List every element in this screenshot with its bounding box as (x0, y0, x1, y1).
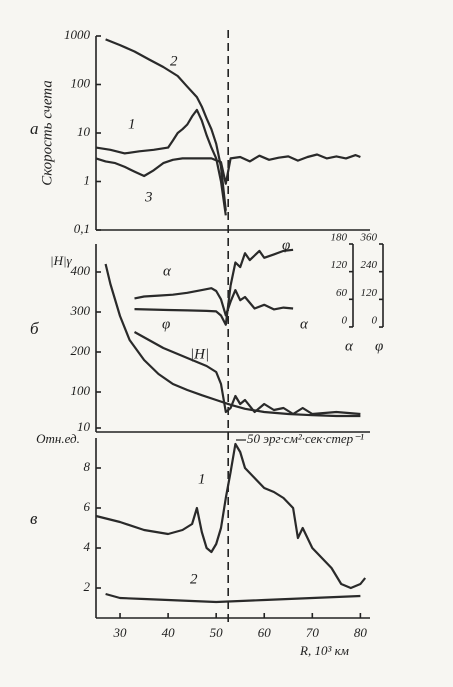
y-tick-label: 400 (71, 263, 91, 278)
curve (95, 442, 367, 590)
curve-label: 1 (128, 116, 136, 132)
y-tick-label: 2 (84, 579, 91, 594)
curve-label: φ (282, 237, 290, 253)
y2-axis-label: α (345, 338, 354, 354)
y-tick-label: 10 (77, 419, 91, 434)
curve-label: φ (162, 316, 170, 332)
curve (134, 287, 294, 317)
x-tick-label: 80 (354, 625, 368, 640)
y3-tick-label: 360 (360, 232, 378, 244)
y-tick-label: 1 (84, 172, 91, 187)
y-tick-label: 4 (84, 539, 91, 554)
y-tick-label: 100 (71, 383, 91, 398)
y-axis-label: Скорость счета (39, 80, 55, 186)
x-tick-label: 70 (306, 625, 320, 640)
curve (134, 248, 294, 326)
y-tick-label: 0,1 (74, 221, 90, 236)
panel-label: б (30, 319, 39, 338)
x-tick-label: 30 (113, 625, 128, 640)
curve (105, 38, 227, 211)
panel-label: в (30, 509, 38, 528)
y2-tick-label: 120 (331, 259, 348, 271)
curve-label: 2 (170, 53, 178, 69)
y-axis-label: |H|γ (50, 253, 73, 268)
curve-label: α (300, 316, 309, 332)
x-axis-label: R, 10³ км (299, 643, 349, 658)
y2-tick-label: 60 (336, 287, 348, 299)
y-tick-label: 300 (70, 303, 91, 318)
y3-axis-label: φ (375, 338, 383, 354)
y-axis-label: Отн.ед. (36, 431, 80, 446)
x-tick-label: 50 (210, 625, 224, 640)
y3-tick-label: 240 (361, 259, 378, 271)
y3-tick-label: 0 (372, 315, 378, 327)
curve (105, 592, 361, 604)
curve (104, 263, 361, 418)
y-tick-label: 8 (84, 459, 91, 474)
curve-label: α (163, 263, 172, 279)
y2-tick-label: 180 (331, 232, 348, 244)
y-tick-label: 1000 (64, 27, 91, 42)
curve-label: 3 (144, 189, 153, 205)
x-tick-label: 40 (162, 625, 176, 640)
y-tick-label: 10 (77, 124, 91, 139)
y-tick-label: 6 (84, 499, 91, 514)
y-tick-label: 100 (71, 75, 91, 90)
y2-tick-label: 0 (342, 314, 348, 326)
y-tick-label: 200 (71, 343, 91, 358)
curve-label: 2 (190, 571, 198, 587)
annotation: 50 эрг·см²·сек·стер⁻¹ (247, 431, 364, 446)
curve-label: |H| (190, 346, 209, 362)
curve-label: 1 (198, 471, 206, 487)
curve (95, 108, 227, 216)
panel-label: а (30, 119, 39, 138)
x-tick-label: 60 (258, 625, 272, 640)
y3-tick-label: 120 (361, 287, 378, 299)
curve (95, 153, 361, 185)
curve (133, 331, 361, 416)
